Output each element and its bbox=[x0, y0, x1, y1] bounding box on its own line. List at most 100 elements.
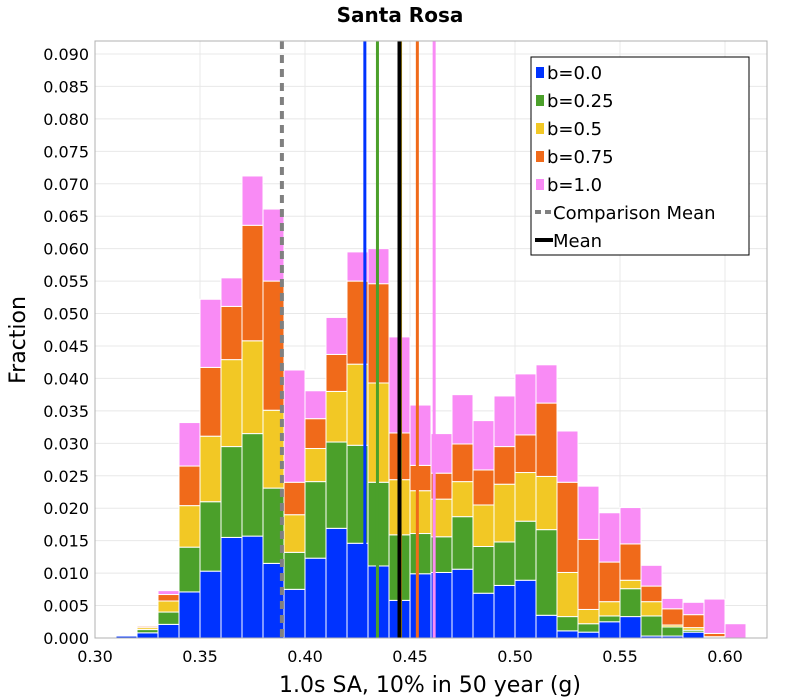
bar-b-1-0-bin-20 bbox=[514, 373, 537, 436]
bar-b-0-75-bin-9 bbox=[283, 481, 306, 516]
x-tick-label: 0.60 bbox=[707, 647, 743, 666]
bar-b-1-0-bin-9 bbox=[283, 369, 306, 483]
legend-label: Mean bbox=[553, 231, 602, 252]
bar-b-0-5-bin-19 bbox=[493, 483, 516, 543]
y-tick-label: 0.050 bbox=[43, 305, 89, 324]
bar-b-0-0-bin-2 bbox=[136, 632, 159, 639]
y-axis-title: Fraction bbox=[6, 296, 31, 384]
legend-swatch bbox=[536, 95, 544, 106]
bar-b-0-75-bin-2 bbox=[136, 625, 159, 629]
x-tick-label: 0.40 bbox=[287, 647, 323, 666]
bar-b-1-0-bin-27 bbox=[661, 597, 684, 610]
y-tick-label: 0.010 bbox=[43, 564, 89, 583]
bar-b-0-75-bin-10 bbox=[304, 418, 327, 450]
chart-title: Santa Rosa bbox=[337, 3, 464, 27]
bar-b-0-75-bin-25 bbox=[619, 543, 642, 581]
bar-b-0-0-bin-23 bbox=[577, 631, 600, 639]
bar-b-0-5-bin-23 bbox=[577, 608, 600, 625]
bar-b-0-0-bin-21 bbox=[535, 614, 558, 639]
bar-b-0-75-bin-20 bbox=[514, 434, 537, 474]
bar-b-0-75-bin-19 bbox=[493, 446, 516, 485]
bar-b-0-75-bin-18 bbox=[472, 469, 495, 506]
bar-b-1-0-bin-3 bbox=[157, 590, 180, 596]
legend-swatch bbox=[536, 67, 544, 78]
bar-b-0-25-bin-19 bbox=[493, 541, 516, 586]
bar-b-1-0-bin-25 bbox=[619, 507, 642, 545]
x-tick-label: 0.30 bbox=[77, 647, 113, 666]
x-tick-label: 0.50 bbox=[497, 647, 533, 666]
legend-swatch bbox=[536, 151, 544, 162]
bar-b-1-0-bin-10 bbox=[304, 390, 327, 420]
mean-lines-group bbox=[279, 41, 436, 638]
y-tick-label: 0.080 bbox=[43, 110, 89, 129]
bar-b-0-75-bin-24 bbox=[598, 561, 621, 603]
y-tick-label: 0.030 bbox=[43, 434, 89, 453]
bar-b-0-0-bin-7 bbox=[241, 535, 264, 639]
bar-b-0-25-bin-23 bbox=[577, 623, 600, 633]
bar-b-0-0-bin-19 bbox=[493, 584, 516, 639]
bar-b-0-0-bin-22 bbox=[556, 630, 579, 639]
bar-b-0-25-bin-6 bbox=[220, 446, 243, 538]
bar-b-0-25-bin-27 bbox=[661, 626, 684, 637]
bar-b-0-5-bin-7 bbox=[241, 340, 264, 435]
y-tick-label: 0.045 bbox=[43, 337, 89, 356]
bar-b-0-5-bin-15 bbox=[409, 490, 432, 535]
bar-b-1-0-bin-8 bbox=[262, 208, 285, 282]
bar-b-0-75-bin-22 bbox=[556, 481, 579, 573]
legend: b=0.0 b=0.25 b=0.5 b=0.75 b=1.0 Comparison Me… bbox=[530, 56, 750, 256]
bar-b-0-25-bin-15 bbox=[409, 533, 432, 575]
bar-b-0-5-bin-25 bbox=[619, 579, 642, 590]
bar-b-0-75-bin-7 bbox=[241, 224, 264, 342]
bar-b-0-0-bin-20 bbox=[514, 579, 537, 639]
bar-b-0-5-bin-18 bbox=[472, 504, 495, 548]
bar-b-0-5-bin-9 bbox=[283, 514, 306, 553]
bar-b-0-5-bin-24 bbox=[598, 601, 621, 617]
bar-b-0-0-bin-18 bbox=[472, 592, 495, 639]
bar-b-1-0-bin-18 bbox=[472, 420, 495, 471]
bar-b-0-25-bin-24 bbox=[598, 615, 621, 623]
y-tick-label: 0.070 bbox=[43, 175, 89, 194]
y-tick-label: 0.025 bbox=[43, 467, 89, 486]
x-tick-label: 0.35 bbox=[182, 647, 218, 666]
bar-b-1-0-bin-21 bbox=[535, 364, 558, 404]
x-axis-title: 1.0s SA, 10% in 50 year (g) bbox=[279, 673, 581, 698]
x-tick-label: 0.45 bbox=[392, 647, 428, 666]
y-tick-label: 0.055 bbox=[43, 272, 89, 291]
bar-b-0-75-bin-4 bbox=[178, 465, 201, 507]
bar-b-1-0-bin-19 bbox=[493, 395, 516, 448]
bar-b-1-0-bin-6 bbox=[220, 277, 243, 307]
bar-b-0-0-bin-17 bbox=[451, 568, 474, 639]
bar-b-0-25-bin-3 bbox=[157, 611, 180, 625]
bar-b-1-0-bin-7 bbox=[241, 175, 264, 226]
bar-b-0-25-bin-20 bbox=[514, 520, 537, 581]
bar-b-0-5-bin-4 bbox=[178, 505, 201, 548]
y-tick-label: 0.035 bbox=[43, 402, 89, 421]
legend-label: b=0.75 bbox=[547, 147, 614, 168]
bar-b-0-25-bin-9 bbox=[283, 551, 306, 590]
bar-b-0-0-bin-25 bbox=[619, 616, 642, 639]
bar-b-0-75-bin-3 bbox=[157, 594, 180, 602]
y-tick-label: 0.085 bbox=[43, 77, 89, 96]
bar-b-0-5-bin-26 bbox=[640, 601, 663, 617]
bar-b-0-75-bin-6 bbox=[220, 305, 243, 361]
bar-b-1-0-bin-30 bbox=[724, 623, 747, 639]
bar-b-0-5-bin-20 bbox=[514, 472, 537, 522]
bar-b-0-25-bin-4 bbox=[178, 546, 201, 593]
bar-b-1-0-bin-15 bbox=[409, 404, 432, 466]
bar-b-0-75-bin-17 bbox=[451, 443, 474, 483]
x-axis-ticks: 0.30 0.35 0.40 0.45 0.50 0.55 0.60 bbox=[77, 647, 743, 666]
y-tick-label: 0.060 bbox=[43, 240, 89, 259]
y-axis-ticks: 0.000 0.005 0.010 0.015 0.020 0.025 0.030 0.035… bbox=[43, 45, 89, 648]
y-tick-label: 0.020 bbox=[43, 499, 89, 518]
bar-b-0-25-bin-18 bbox=[472, 546, 495, 594]
legend-box bbox=[530, 56, 750, 256]
bar-b-0-0-bin-5 bbox=[199, 570, 222, 639]
bar-b-0-75-bin-27 bbox=[661, 608, 684, 626]
bar-b-0-5-bin-5 bbox=[199, 435, 222, 503]
bar-b-1-0-bin-11 bbox=[325, 316, 348, 355]
bar-b-0-0-bin-28 bbox=[682, 631, 705, 639]
bar-b-0-75-bin-23 bbox=[577, 538, 600, 610]
bar-b-0-0-bin-6 bbox=[220, 536, 243, 639]
bar-b-0-25-bin-17 bbox=[451, 516, 474, 570]
